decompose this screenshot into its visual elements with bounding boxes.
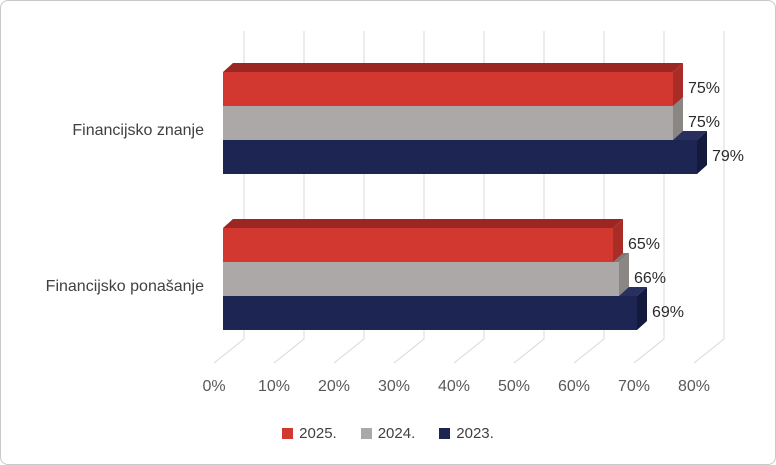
bar-segment <box>223 296 637 330</box>
bar-face <box>613 219 623 262</box>
value-label: 66% <box>634 270 667 287</box>
value-label: 65% <box>628 236 661 253</box>
category-label: Financijsko ponašanje <box>45 278 204 295</box>
x-tick-label: 40% <box>437 378 471 395</box>
legend-item: 2023. <box>439 425 494 442</box>
x-tick-label: 60% <box>557 378 591 395</box>
legend-swatch <box>282 428 294 439</box>
bar-segment <box>223 72 673 106</box>
bar-face <box>673 63 683 106</box>
x-tick-label: 10% <box>257 378 291 395</box>
bar-segment <box>223 262 619 296</box>
bar-segment <box>223 140 697 174</box>
value-label: 75% <box>688 80 721 97</box>
value-label: 75% <box>688 114 721 131</box>
gridline <box>693 31 725 364</box>
bar-face <box>619 253 629 296</box>
bar-face <box>697 131 707 174</box>
legend: 2025. 2024. 2023. <box>1 425 775 442</box>
legend-label: 2024. <box>377 425 416 442</box>
value-label: 69% <box>652 304 685 321</box>
legend-label: 2025. <box>299 425 337 442</box>
bar-face <box>673 97 683 140</box>
legend-label: 2023. <box>456 425 494 442</box>
x-tick-label: 30% <box>377 378 411 395</box>
bar-face <box>637 287 647 330</box>
bar-face <box>223 63 683 72</box>
bar-segment <box>223 228 613 262</box>
legend-item: 2024. <box>360 425 416 442</box>
x-tick-label: 0% <box>202 378 226 395</box>
bar-segment <box>223 106 673 140</box>
legend-swatch <box>439 428 451 439</box>
legend-swatch <box>360 428 372 439</box>
bar-face <box>223 219 623 228</box>
value-label: 79% <box>712 148 745 165</box>
legend-item: 2025. <box>282 425 337 442</box>
category-label: Financijsko znanje <box>72 122 204 139</box>
x-tick-label: 80% <box>677 378 711 395</box>
x-tick-label: 70% <box>617 378 651 395</box>
x-tick-label: 50% <box>497 378 531 395</box>
x-tick-label: 20% <box>317 378 351 395</box>
